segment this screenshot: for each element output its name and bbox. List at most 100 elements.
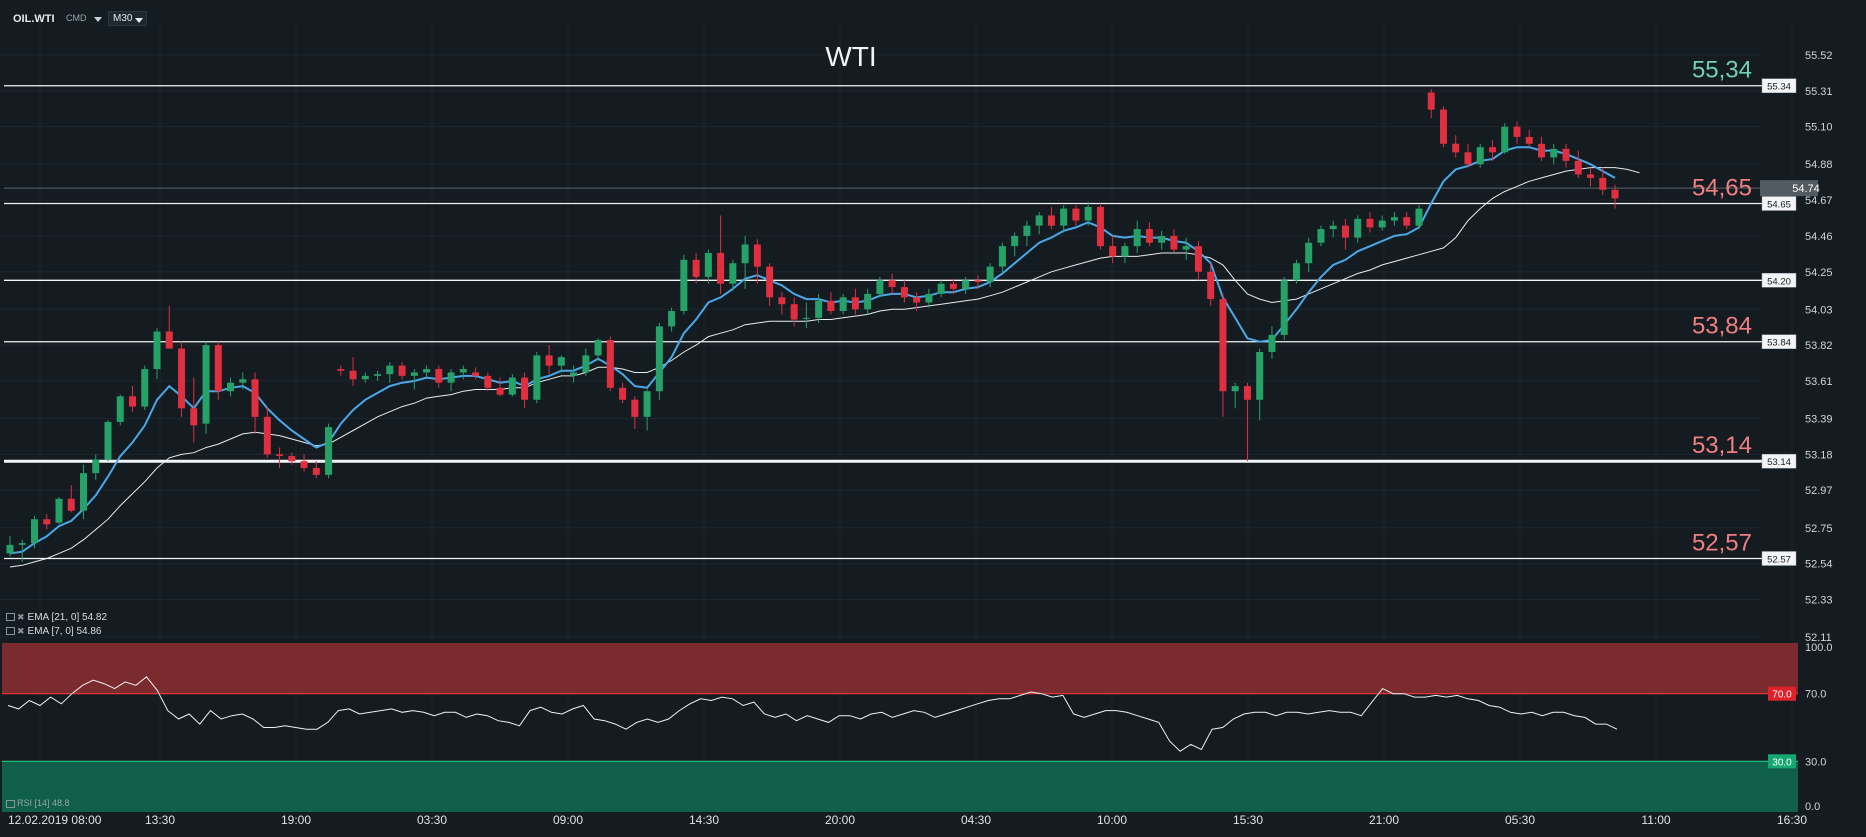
candle-body	[288, 456, 296, 462]
rsi-legend[interactable]: RSI [14] 48.8	[6, 798, 70, 808]
rsi-oversold-zone	[2, 761, 1798, 812]
price-tick-label: 53.18	[1805, 449, 1833, 461]
indicator-settings-icon[interactable]	[6, 627, 15, 636]
ema21-legend[interactable]: ✖ EMA [21, 0] 54.82	[6, 612, 107, 623]
candle-body	[1562, 148, 1570, 161]
candle-body	[937, 283, 945, 294]
candle-body	[116, 396, 124, 422]
candle-body	[778, 297, 786, 305]
close-icon[interactable]: ✖	[17, 626, 25, 636]
candle-body	[582, 355, 590, 373]
candle-body	[533, 355, 541, 400]
level-axis-label: 53.84	[1767, 338, 1791, 349]
candle-body	[1072, 208, 1080, 221]
candle-body	[239, 379, 247, 383]
candles	[6, 89, 1619, 562]
time-tick-label: 19:00	[281, 813, 311, 827]
candle-body	[986, 266, 994, 282]
price-tick-label: 55.31	[1805, 86, 1833, 98]
price-tick-label: 52.54	[1805, 559, 1833, 571]
candle-body	[1476, 147, 1484, 165]
timeframe-dropdown[interactable]: M30	[108, 11, 148, 26]
candle-body	[1378, 220, 1386, 228]
candle-body	[1366, 218, 1374, 228]
price-tick-label: 54.46	[1805, 231, 1833, 243]
rsi-tick-label: 0.0	[1805, 801, 1820, 813]
candle-body	[949, 283, 957, 289]
candle-body	[876, 280, 884, 294]
indicator-settings-icon[interactable]	[6, 799, 15, 808]
candle-body	[913, 297, 921, 303]
time-axis-background	[0, 812, 1866, 837]
time-tick-label: 05:30	[1505, 813, 1535, 827]
rsi-overbought-label: 70.0	[1772, 690, 1792, 701]
price-tick-label: 55.52	[1805, 50, 1833, 62]
symbol-label[interactable]: OIL.WTI	[13, 13, 55, 25]
candle-body	[1280, 280, 1288, 335]
indicator-settings-icon[interactable]	[6, 613, 15, 622]
candle-body	[1439, 109, 1447, 144]
candle-body	[435, 369, 443, 383]
candle-body	[851, 297, 859, 310]
candle-body	[570, 372, 578, 376]
chevron-down-icon	[135, 18, 144, 23]
candle-body	[80, 473, 88, 511]
candle-body	[496, 387, 504, 395]
candle-body	[606, 340, 614, 388]
price-tick-label: 52.97	[1805, 485, 1833, 497]
level-axis-tag	[1761, 273, 1797, 288]
candle-body	[1586, 174, 1594, 178]
candle-body	[165, 331, 173, 349]
candle-body	[153, 331, 161, 370]
candle-body	[410, 372, 418, 376]
candle-body	[214, 345, 222, 392]
candle-body	[1231, 386, 1239, 392]
candle-body	[227, 382, 235, 392]
candle-body	[864, 293, 872, 310]
level-axis-label: 54.65	[1767, 199, 1791, 210]
rsi-tick-label: 30.0	[1805, 756, 1826, 768]
level-axis-label: 52.57	[1767, 554, 1791, 565]
candle-body	[263, 416, 271, 455]
level-value-label: 52,57	[1692, 529, 1752, 556]
chevron-down-icon	[93, 17, 102, 22]
candle-body	[31, 519, 39, 544]
candle-body	[729, 263, 737, 284]
candle-body	[1525, 136, 1533, 144]
ema7-line	[9, 146, 1616, 555]
level-value-label: 53,84	[1692, 313, 1752, 340]
rsi-overbought-tag	[1768, 686, 1796, 701]
rsi-oversold-label: 30.0	[1772, 757, 1792, 768]
candle-body	[1403, 217, 1411, 226]
price-tick-label: 53.39	[1805, 414, 1833, 426]
candle-body	[6, 544, 14, 554]
candle-body	[312, 468, 320, 475]
candle-body	[459, 369, 467, 373]
candle-body	[398, 365, 406, 376]
candle-body	[692, 259, 700, 277]
close-icon[interactable]: ✖	[17, 612, 25, 622]
rsi-line	[7, 676, 1618, 752]
time-tick-label: 11:00	[1641, 813, 1670, 827]
mode-dropdown[interactable]: CMD	[63, 12, 105, 24]
level-labels: 55.34 55,34 54.65 54,65 54.20 53.84 53,84 53.14…	[1692, 57, 1820, 566]
candle-body	[1194, 246, 1202, 272]
candle-body	[741, 244, 749, 264]
rsi-panel: 100.0 70.0 30.0 0.0 70.0 30.0	[2, 642, 1833, 813]
level-axis-tag	[1761, 334, 1797, 349]
ema7-legend[interactable]: ✖ EMA [7, 0] 54.86	[6, 626, 101, 637]
candle-body	[361, 375, 369, 380]
candle-body	[827, 300, 835, 312]
time-tick-label: 03:30	[417, 813, 447, 827]
candle-body	[1047, 215, 1055, 226]
chart-title: WTI	[825, 41, 876, 72]
candle-body	[925, 293, 933, 303]
candle-body	[1305, 242, 1313, 264]
support-resistance-lines	[4, 85, 1762, 560]
candle-body	[1121, 246, 1129, 257]
candle-body	[67, 498, 75, 511]
ema21-line	[9, 167, 1640, 568]
candle-body	[1329, 225, 1337, 230]
candle-body	[900, 287, 908, 298]
